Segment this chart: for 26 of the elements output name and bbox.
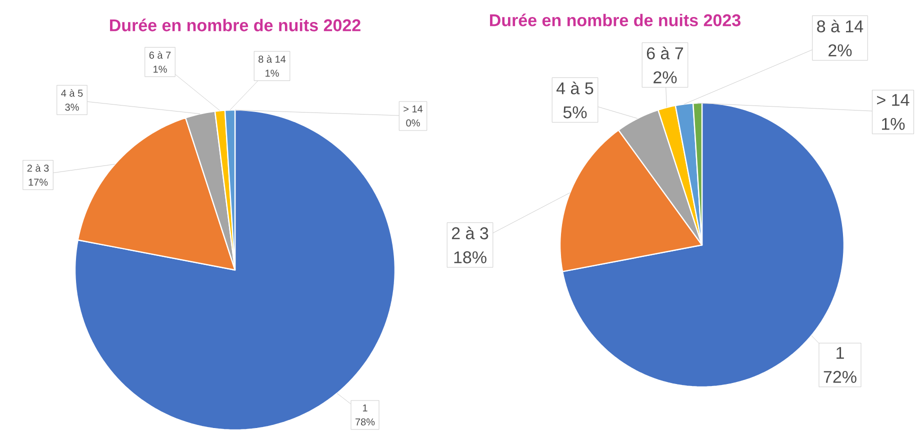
text: 0% — [406, 119, 420, 126]
data-label: 3% — [65, 104, 79, 111]
slice-label: 1 — [362, 404, 368, 412]
data-label: 1% — [154, 66, 167, 73]
data-label: 78% — [356, 418, 375, 426]
slice-label: 6 à 7 — [646, 46, 684, 60]
data-label: 72% — [824, 370, 856, 383]
data-label: 1% — [266, 70, 279, 77]
slice-label: 1 — [836, 347, 844, 359]
slice-label: 8 à 14 — [258, 55, 286, 63]
slice-label: 4 à 5 — [61, 89, 83, 97]
data-label: 2% — [828, 44, 852, 56]
slice-label: 2 à 3 — [27, 164, 49, 172]
data-label: 1% — [882, 118, 905, 130]
chart-title: Durée en nombre de nuits 2023 — [490, 14, 740, 26]
slice-label: 6 à 7 — [149, 51, 171, 59]
slice-label: 2 à 3 — [452, 226, 488, 240]
category-label: > 14 — [404, 105, 423, 112]
slice-label: 4 à 5 — [556, 82, 594, 94]
data-label: 2% — [654, 71, 677, 84]
data-label: 17% — [28, 178, 48, 186]
slice-label: > 14 — [877, 94, 910, 106]
data-label: 5% — [563, 106, 587, 118]
slice-label: 8 à 14 — [817, 20, 864, 32]
data-label: 18% — [454, 251, 486, 264]
chart-title: Durée en nombre de nuits 2022 — [110, 18, 360, 32]
